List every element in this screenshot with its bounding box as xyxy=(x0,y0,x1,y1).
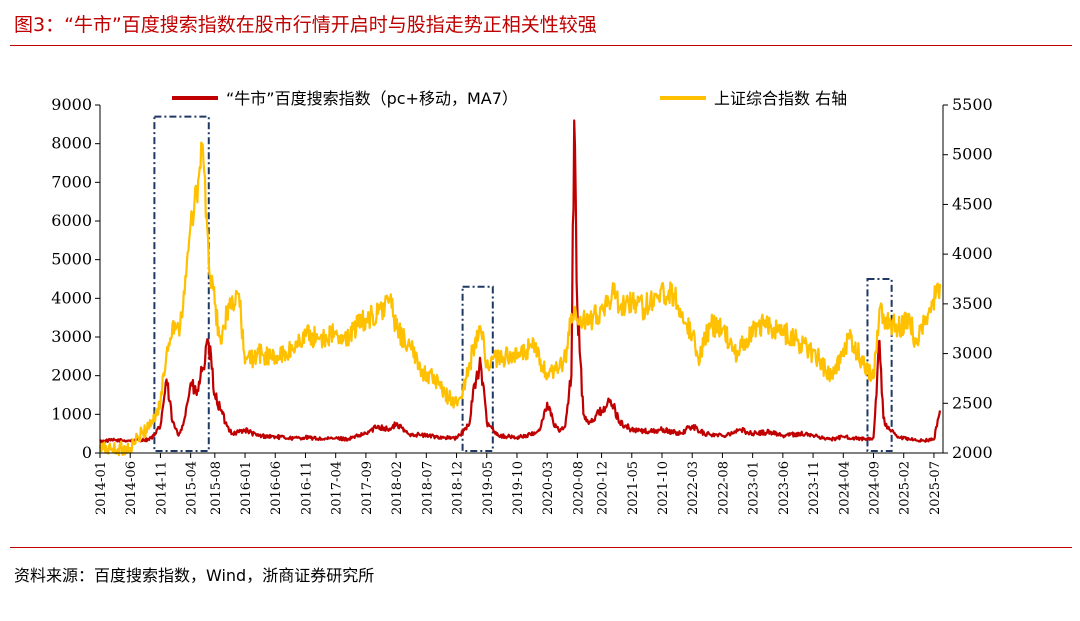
x-tick-label: 2015-04 xyxy=(185,461,200,515)
x-tick-label: 2022-08 xyxy=(716,461,731,515)
right-y-tick-label: 4500 xyxy=(952,194,993,213)
x-tick-label: 2020-12 xyxy=(596,461,611,515)
x-tick-label: 2014-11 xyxy=(154,461,169,515)
legend-label: “牛市”百度搜索指数（pc+移动，MA7） xyxy=(226,89,518,108)
legend-label: 上证综合指数 右轴 xyxy=(714,89,847,108)
figure-title: 图3：“牛市”百度搜索指数在股市行情开启时与股指走势正相关性较强 xyxy=(14,14,597,36)
x-tick-label: 2023-06 xyxy=(777,461,792,515)
left-y-tick-label: 2000 xyxy=(51,366,92,385)
left-y-tick-label: 4000 xyxy=(51,288,92,307)
right-y-tick-label: 5000 xyxy=(952,145,993,164)
highlight-box xyxy=(461,285,494,452)
x-tick-label: 2016-11 xyxy=(299,461,314,515)
right-y-tick-label: 2000 xyxy=(952,443,993,462)
left-y-tick-label: 5000 xyxy=(51,250,92,269)
x-tick-label: 2017-04 xyxy=(330,461,345,515)
right-y-tick-label: 5500 xyxy=(952,95,993,114)
x-tick-label: 2025-07 xyxy=(928,461,943,515)
x-tick-label: 2024-09 xyxy=(868,461,883,515)
right-y-tick-label: 4000 xyxy=(952,244,993,263)
left-y-tick-label: 0 xyxy=(82,443,92,462)
x-tick-label: 2025-02 xyxy=(898,461,913,515)
source-rule xyxy=(10,547,1072,548)
right-y-tick-label: 3500 xyxy=(952,294,993,313)
x-tick-label: 2016-01 xyxy=(239,461,254,515)
left-y-tick-label: 3000 xyxy=(51,327,92,346)
x-tick-label: 2019-10 xyxy=(511,461,526,515)
x-tick-label: 2014-01 xyxy=(94,461,109,515)
x-tick-label: 2020-03 xyxy=(541,461,556,515)
x-tick-label: 2017-09 xyxy=(360,461,375,515)
x-tick-label: 2019-05 xyxy=(481,461,496,515)
x-tick-label: 2021-05 xyxy=(626,461,641,515)
x-tick-label: 2014-06 xyxy=(124,461,139,515)
x-tick-label: 2023-01 xyxy=(747,461,762,515)
left-y-tick-label: 7000 xyxy=(51,172,92,191)
series-line xyxy=(98,141,942,457)
x-tick-label: 2016-06 xyxy=(269,461,284,515)
x-tick-label: 2024-04 xyxy=(837,461,852,515)
figure-source: 资料来源：百度搜索指数，Wind，浙商证券研究所 xyxy=(14,566,375,585)
left-y-tick-label: 8000 xyxy=(51,134,92,153)
x-tick-label: 2015-08 xyxy=(209,461,224,515)
series-line xyxy=(99,119,942,444)
left-y-tick-label: 9000 xyxy=(51,95,92,114)
highlight-box xyxy=(153,115,210,452)
right-y-tick-label: 2500 xyxy=(952,393,993,412)
left-y-tick-label: 1000 xyxy=(51,404,92,423)
x-tick-label: 2018-12 xyxy=(451,461,466,515)
x-tick-label: 2018-02 xyxy=(390,461,405,515)
x-tick-label: 2020-08 xyxy=(571,461,586,515)
left-y-tick-label: 6000 xyxy=(51,211,92,230)
right-y-tick-label: 3000 xyxy=(952,344,993,363)
x-tick-label: 2022-03 xyxy=(686,461,701,515)
title-rule xyxy=(10,45,1072,46)
x-tick-label: 2023-11 xyxy=(807,461,822,515)
x-tick-label: 2021-10 xyxy=(656,461,671,515)
x-tick-label: 2018-07 xyxy=(420,461,435,515)
